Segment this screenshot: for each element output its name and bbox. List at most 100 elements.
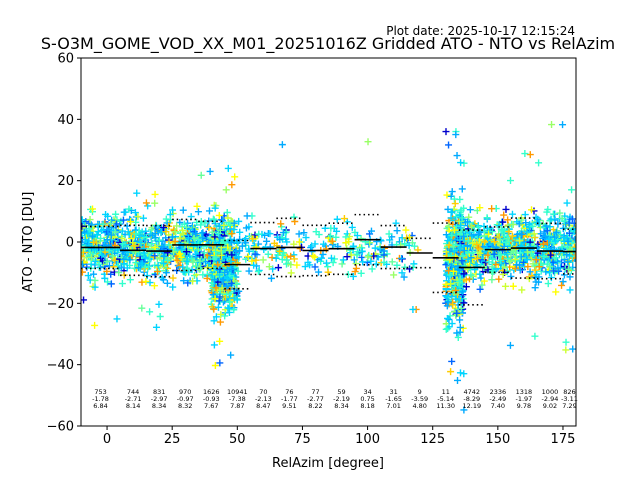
scatter-point (411, 242, 419, 250)
scatter-point (348, 223, 356, 231)
scatter-point (230, 306, 238, 314)
scatter-point (388, 258, 396, 266)
bin-mean-label: -3.59 (411, 395, 428, 403)
scatter-point (267, 274, 275, 282)
scatter-point (290, 240, 298, 248)
scatter-point (544, 280, 552, 288)
scatter-point (250, 261, 258, 269)
scatter-point (537, 230, 545, 238)
scatter-point (358, 253, 366, 261)
scatter-point (193, 202, 201, 210)
scatter-point (230, 219, 238, 227)
scatter-point (504, 216, 512, 224)
scatter-point (103, 267, 111, 275)
scatter-point (212, 284, 220, 292)
scatter-point (220, 221, 228, 229)
scatter-point (526, 243, 534, 251)
scatter-point (287, 252, 295, 260)
scatter-point (150, 282, 158, 290)
scatter-point (364, 253, 372, 261)
scatter-point (448, 231, 456, 239)
scatter-point (108, 252, 116, 260)
scatter-point (306, 261, 314, 269)
scatter-point (543, 238, 551, 246)
scatter-point (535, 159, 543, 167)
scatter-point (454, 262, 462, 270)
scatter-point (118, 263, 126, 271)
bin-mean-label: -1.97 (515, 395, 532, 403)
scatter-point (445, 241, 453, 249)
scatter-point (244, 253, 252, 261)
scatter-point (83, 263, 91, 271)
scatter-point (180, 268, 188, 276)
scatter-point (318, 254, 326, 262)
scatter-point (473, 240, 481, 248)
scatter-point (212, 253, 220, 261)
scatter-point (380, 251, 388, 259)
scatter-point (550, 267, 558, 275)
scatter-point (105, 247, 113, 255)
scatter-point (137, 238, 145, 246)
scatter-point (368, 265, 376, 273)
scatter-point (540, 228, 548, 236)
scatter-point (476, 270, 484, 278)
scatter-point (266, 230, 274, 238)
bin-std-label: 7.87 (230, 402, 244, 410)
scatter-point (184, 234, 192, 242)
scatter-point (518, 286, 526, 294)
bin-mean-label: -2.49 (489, 395, 506, 403)
scatter-point (524, 263, 532, 271)
scatter-point (118, 234, 126, 242)
scatter-point (278, 141, 286, 149)
scatter-point (315, 268, 323, 276)
scatter-point (473, 254, 481, 262)
scatter-point (551, 233, 559, 241)
scatter-point (216, 265, 224, 273)
scatter-point (552, 228, 560, 236)
scatter-point (211, 295, 219, 303)
scatter-point (462, 276, 470, 284)
scatter-point (215, 211, 223, 219)
scatter-point (548, 121, 556, 129)
scatter-point (84, 230, 92, 238)
scatter-point (315, 231, 323, 239)
x-axis-ticks: 0 25 50 75 100 125 150 175 (103, 426, 575, 447)
scatter-point (447, 368, 455, 376)
scatter-point (81, 252, 86, 260)
scatter-point (518, 230, 526, 238)
scatter-point (448, 320, 456, 328)
scatter-point (243, 212, 251, 220)
scatter-point (107, 280, 115, 288)
scatter-point (496, 236, 504, 244)
scatter-point (170, 227, 178, 235)
bin-statistics-labels: 753-1.786.84744-2.718.14831-2.978.34970-… (92, 388, 578, 410)
scatter-point (390, 271, 398, 279)
scatter-point (480, 232, 488, 240)
scatter-point (217, 251, 225, 259)
scatter-point (224, 274, 232, 282)
bin-mean-label: -2.71 (125, 395, 142, 403)
scatter-point (442, 231, 450, 239)
scatter-point (559, 278, 567, 286)
x-axis-label: RelAzim [degree] (272, 456, 384, 471)
bin-mean-label: 0.75 (360, 395, 374, 403)
bin-count-label: 4742 (464, 388, 481, 396)
scatter-point (522, 219, 530, 227)
y-tick-label: 40 (57, 113, 74, 128)
scatter-point (525, 223, 533, 231)
scatter-point (216, 359, 224, 367)
scatter-point (291, 218, 299, 226)
scatter-point (324, 268, 332, 276)
scatter-point (196, 257, 204, 265)
scatter-point (165, 241, 173, 249)
scatter-point (252, 256, 260, 264)
scatter-point (235, 253, 243, 261)
scatter-point (88, 232, 96, 240)
scatter-point (210, 216, 218, 224)
scatter-point (274, 264, 282, 272)
y-tick-label: −60 (47, 420, 74, 435)
scatter-point (445, 296, 453, 304)
scatter-point (458, 288, 466, 296)
scatter-point (233, 296, 241, 304)
scatter-point (400, 273, 408, 281)
